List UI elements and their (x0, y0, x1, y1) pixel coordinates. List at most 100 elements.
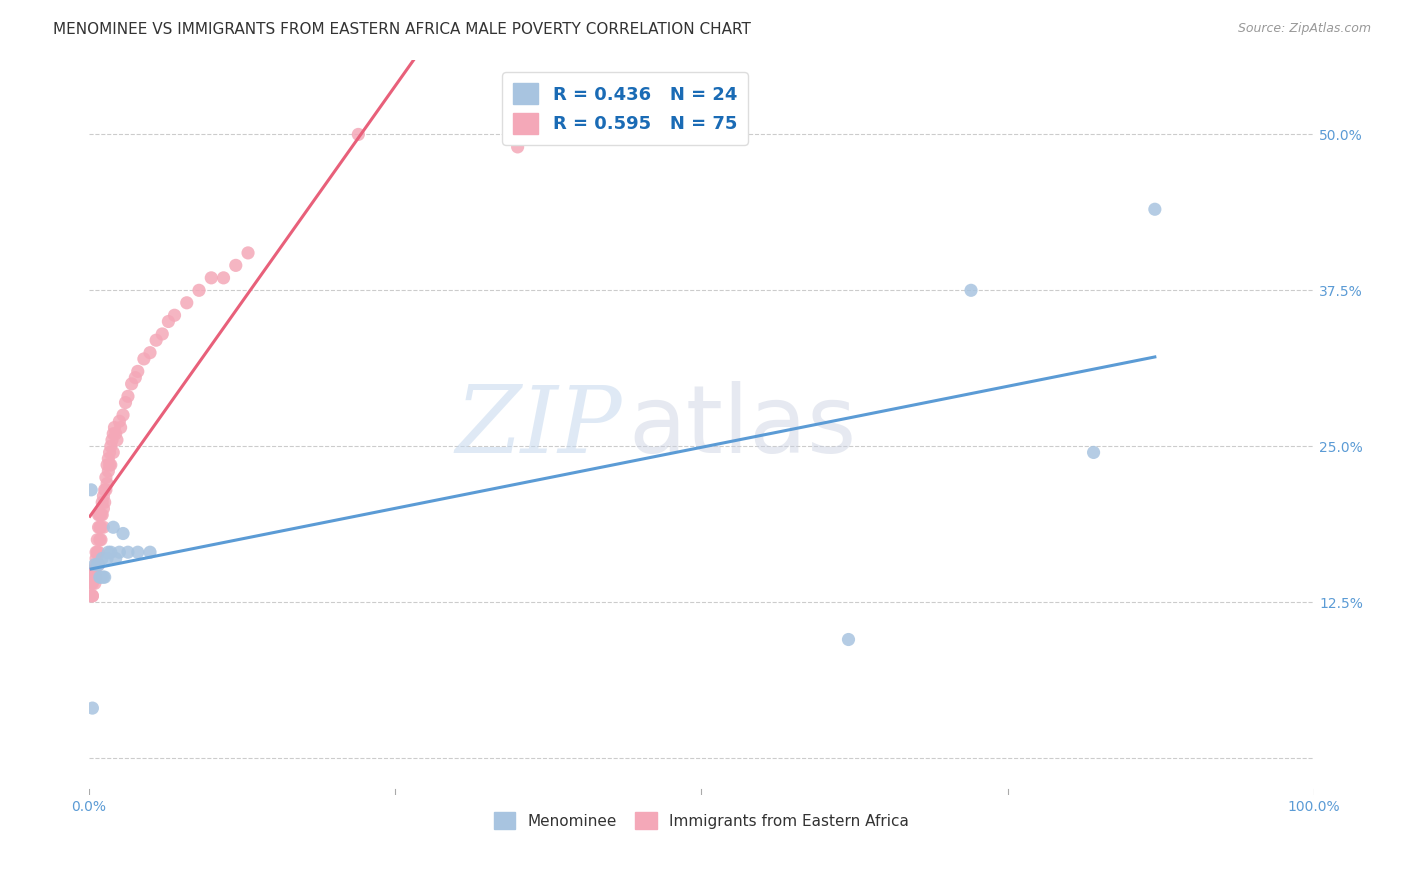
Point (80, 576, 103, 591)
Point (100, 439, 122, 453)
Point (82, 576, 104, 591)
Point (86, 558, 108, 572)
Point (1143, 202, 1166, 217)
Point (103, 445, 125, 459)
Point (100, 458, 122, 472)
Point (97, 464, 120, 478)
Point (139, 345, 162, 359)
Point (89, 520, 111, 534)
Point (91, 495, 114, 509)
Point (150, 326, 173, 341)
Point (93, 570, 115, 584)
Point (80, 564, 103, 578)
Point (960, 283, 983, 297)
Point (82, 589, 104, 603)
Point (82, 564, 104, 578)
Point (89, 570, 111, 584)
Point (124, 370, 146, 384)
Point (114, 395, 136, 409)
Point (96, 551, 118, 566)
Point (87, 520, 110, 534)
Point (86, 533, 108, 547)
Text: Source: ZipAtlas.com: Source: ZipAtlas.com (1237, 22, 1371, 36)
Point (93, 483, 115, 497)
Point (90, 570, 112, 584)
Point (94, 483, 117, 497)
Point (117, 389, 139, 403)
Point (104, 426, 127, 441)
Point (127, 545, 149, 559)
Point (91, 508, 114, 522)
Point (139, 545, 162, 559)
Point (200, 270, 222, 285)
Text: atlas: atlas (628, 382, 856, 474)
Point (83, 558, 105, 572)
Point (117, 545, 139, 559)
Point (93, 570, 115, 584)
Point (347, 128, 370, 142)
Point (157, 314, 180, 328)
Point (84, 551, 107, 566)
Point (104, 551, 127, 566)
Point (84, 570, 107, 584)
Legend: Menominee, Immigrants from Eastern Africa: Menominee, Immigrants from Eastern Afric… (488, 805, 915, 836)
Point (127, 364, 149, 378)
Point (103, 426, 125, 441)
Point (89, 533, 111, 547)
Point (112, 408, 135, 422)
Point (506, 140, 529, 154)
Point (83, 564, 105, 578)
Point (225, 259, 247, 273)
Point (96, 476, 118, 491)
Point (837, 632, 859, 647)
Point (93, 501, 115, 516)
Point (83, 576, 105, 591)
Text: ZIP: ZIP (456, 383, 621, 473)
Point (83, 570, 105, 584)
Point (108, 414, 131, 428)
Point (100, 545, 122, 559)
Point (82, 589, 104, 603)
Point (86, 545, 108, 559)
Point (83, 564, 105, 578)
Point (90, 508, 112, 522)
Point (121, 376, 143, 391)
Point (108, 545, 131, 559)
Point (176, 295, 198, 310)
Point (87, 508, 110, 522)
Point (97, 545, 120, 559)
Point (89, 508, 111, 522)
Point (112, 526, 135, 541)
Point (93, 520, 115, 534)
Text: MENOMINEE VS IMMIGRANTS FROM EASTERN AFRICA MALE POVERTY CORRELATION CHART: MENOMINEE VS IMMIGRANTS FROM EASTERN AFR… (53, 22, 751, 37)
Point (87, 558, 110, 572)
Point (84, 558, 107, 572)
Point (1083, 445, 1105, 459)
Point (132, 351, 155, 366)
Point (236, 246, 259, 260)
Point (83, 570, 105, 584)
Point (83, 570, 105, 584)
Point (212, 270, 235, 285)
Point (98, 445, 121, 459)
Point (91, 551, 114, 566)
Point (90, 520, 112, 534)
Point (101, 433, 124, 447)
Point (103, 420, 125, 434)
Point (145, 333, 167, 347)
Point (163, 308, 186, 322)
Point (87, 558, 110, 572)
Point (93, 495, 115, 509)
Point (79, 589, 101, 603)
Point (93, 489, 115, 503)
Point (82, 701, 104, 715)
Point (86, 558, 108, 572)
Point (80, 483, 103, 497)
Point (90, 533, 112, 547)
Point (110, 420, 132, 434)
Point (188, 283, 211, 297)
Point (94, 470, 117, 484)
Point (105, 433, 128, 447)
Point (87, 545, 110, 559)
Point (97, 451, 120, 466)
